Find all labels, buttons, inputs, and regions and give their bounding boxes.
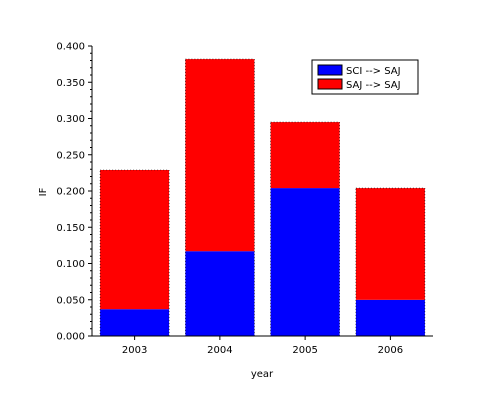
bar-2004-series-0	[185, 251, 255, 336]
y-tick-label-0.050: 0.050	[56, 295, 85, 306]
bar-2006-series-0	[355, 299, 425, 337]
bar-2003-series-0	[100, 309, 170, 336]
y-tick-label-0.150: 0.150	[56, 223, 85, 234]
y-tick-label-0.000: 0.000	[56, 332, 85, 343]
bar-2003-series-1	[100, 170, 170, 310]
legend-swatch-saj-saj	[317, 78, 343, 90]
bar-2006-series-1	[355, 188, 425, 300]
y-tick-label-0.350: 0.350	[56, 78, 85, 89]
y-tick-label-0.200: 0.200	[56, 187, 85, 198]
legend-label-saj-saj: SAJ --> SAJ	[346, 80, 401, 91]
bar-outline-2003	[99, 169, 170, 337]
bar-2004-series-1	[185, 59, 255, 252]
axes-layer: 2003 2004 2005 2006 0.000 0.050 0.100 0.150 0.20…	[56, 42, 433, 356]
legend-label-sci-saj: SCI --> SAJ	[346, 66, 401, 77]
x-tick-label-2006: 2006	[378, 345, 403, 356]
y-tick-label-0.400: 0.400	[56, 42, 85, 53]
legend: SCI --> SAJ SAJ --> SAJ	[311, 59, 419, 95]
y-tick-label-0.250: 0.250	[56, 150, 85, 161]
bar-2005-series-0	[270, 188, 340, 336]
x-tick-label-2004: 2004	[207, 345, 232, 356]
y-tick-label-0.300: 0.300	[56, 114, 85, 125]
y-tick-label-0.100: 0.100	[56, 259, 85, 270]
x-tick-label-2003: 2003	[122, 345, 147, 356]
x-tick-label-2005: 2005	[292, 345, 317, 356]
bars-layer	[99, 58, 426, 337]
legend-swatch-sci-saj	[317, 64, 343, 76]
x-axis-label: year	[251, 369, 274, 380]
y-axis-label: IF	[38, 187, 49, 196]
bar-2005-series-1	[270, 122, 340, 189]
bar-outline-2004	[185, 58, 255, 337]
